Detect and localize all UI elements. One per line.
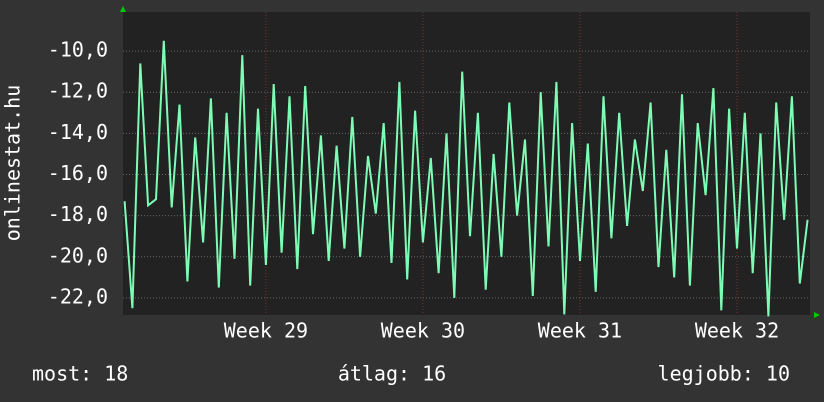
x-tick-label: Week 30 <box>381 319 465 343</box>
stat-average: átlag: 16 <box>338 362 446 386</box>
x-tick-label: Week 31 <box>538 319 622 343</box>
y-tick-label: -20,0 <box>48 243 108 267</box>
axis-arrow <box>120 6 126 12</box>
y-tick-label: -18,0 <box>48 202 108 226</box>
x-tick-label: Week 29 <box>224 319 308 343</box>
axis-arrow <box>814 312 820 318</box>
y-tick-label: -10,0 <box>48 38 108 62</box>
y-tick-label: -14,0 <box>48 120 108 144</box>
y-tick-label: -12,0 <box>48 79 108 103</box>
y-tick-label: -16,0 <box>48 161 108 185</box>
y-axis-label: onlinestat.hu <box>1 85 25 242</box>
series-line <box>123 40 809 317</box>
stat-best: legjobb: 10 <box>658 362 790 386</box>
y-tick-label: -22,0 <box>48 284 108 308</box>
stat-current: most: 18 <box>32 362 128 386</box>
x-tick-label: Week 32 <box>695 319 779 343</box>
